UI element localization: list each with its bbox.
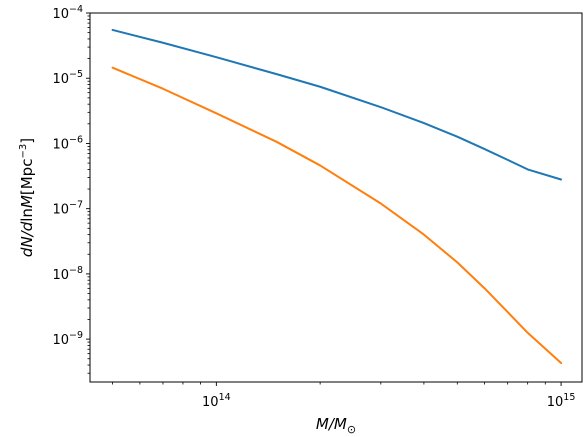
y-tick-label: 10−7 xyxy=(52,200,83,218)
y-tick-label: 10−8 xyxy=(52,265,83,283)
plot-area-frame xyxy=(89,12,583,383)
x-tick-label: 1014 xyxy=(202,392,231,410)
x-axis-label: M/M⊙ xyxy=(316,415,356,436)
series-line-2 xyxy=(111,66,563,365)
y-axis-label: dN/dlnM[Mpc−3] xyxy=(18,138,36,257)
y-tick-label: 10−6 xyxy=(52,134,83,152)
series-line-1 xyxy=(111,28,563,181)
y-tick-label: 10−4 xyxy=(52,4,83,22)
y-tick-label: 10−5 xyxy=(52,69,83,87)
tick-layer: 1014 1015 10−4 10−5 10−6 10−7 10−8 10−9 xyxy=(52,4,575,410)
y-tick-label: 10−9 xyxy=(52,330,83,348)
x-tick-label: 1015 xyxy=(547,392,576,410)
series-layer xyxy=(111,28,563,365)
